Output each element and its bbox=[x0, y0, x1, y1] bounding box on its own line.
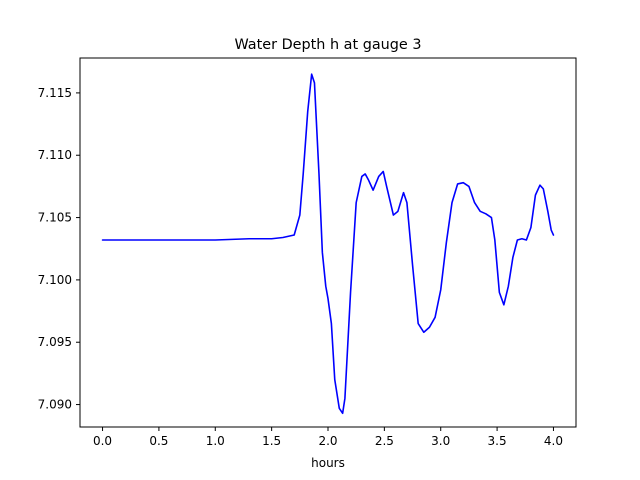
x-tick-label: 0.5 bbox=[149, 434, 168, 448]
x-axis: 0.0 0.5 1.0 1.5 2.0 2.5 3.0 3.5 4.0 bbox=[93, 427, 563, 448]
chart-title: Water Depth h at gauge 3 bbox=[234, 37, 421, 53]
y-tick-label: 7.115 bbox=[38, 86, 72, 100]
x-tick-label: 3.5 bbox=[488, 434, 507, 448]
series-line bbox=[101, 73, 555, 415]
x-tick-label: 1.0 bbox=[206, 434, 225, 448]
x-tick-label: 4.0 bbox=[544, 434, 563, 448]
y-tick-label: 7.105 bbox=[38, 211, 72, 225]
y-tick-label: 7.110 bbox=[38, 148, 72, 162]
y-tick-label: 7.100 bbox=[38, 273, 72, 287]
x-tick-label: 1.5 bbox=[262, 434, 281, 448]
x-tick-label: 3.0 bbox=[431, 434, 450, 448]
y-tick-label: 7.090 bbox=[38, 398, 72, 412]
y-axis: 7.090 7.095 7.100 7.105 7.110 7.115 bbox=[38, 86, 80, 412]
x-tick-label: 0.0 bbox=[93, 434, 112, 448]
x-tick-label: 2.5 bbox=[375, 434, 394, 448]
y-tick-label: 7.095 bbox=[38, 335, 72, 349]
x-tick-label: 2.0 bbox=[318, 434, 337, 448]
plot-area bbox=[101, 73, 555, 415]
x-axis-title: hours bbox=[311, 456, 345, 470]
